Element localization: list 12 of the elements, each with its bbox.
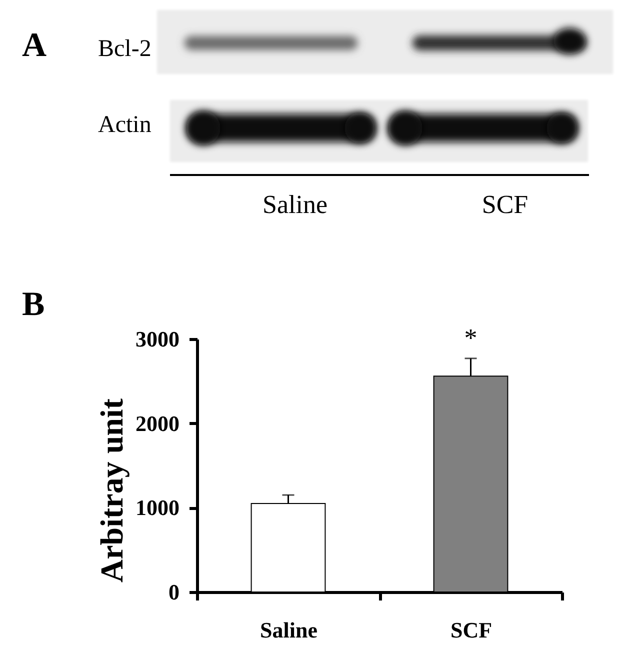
category-label: SCF (482, 190, 528, 219)
text: Actin (98, 112, 152, 138)
text: Bcl-2 (98, 36, 152, 62)
y-tick-label: 0 (168, 580, 180, 604)
y-tick-label: 2000 (136, 410, 180, 436)
annotation: * (464, 323, 478, 352)
y-axis-title: Arbitray unit (94, 398, 130, 582)
y-tick-label: 3000 (136, 326, 180, 352)
text: A (22, 27, 47, 64)
chart-title: B (22, 286, 45, 323)
category-label: Saline (262, 190, 328, 219)
y-tick-label: 1000 (136, 495, 180, 520)
